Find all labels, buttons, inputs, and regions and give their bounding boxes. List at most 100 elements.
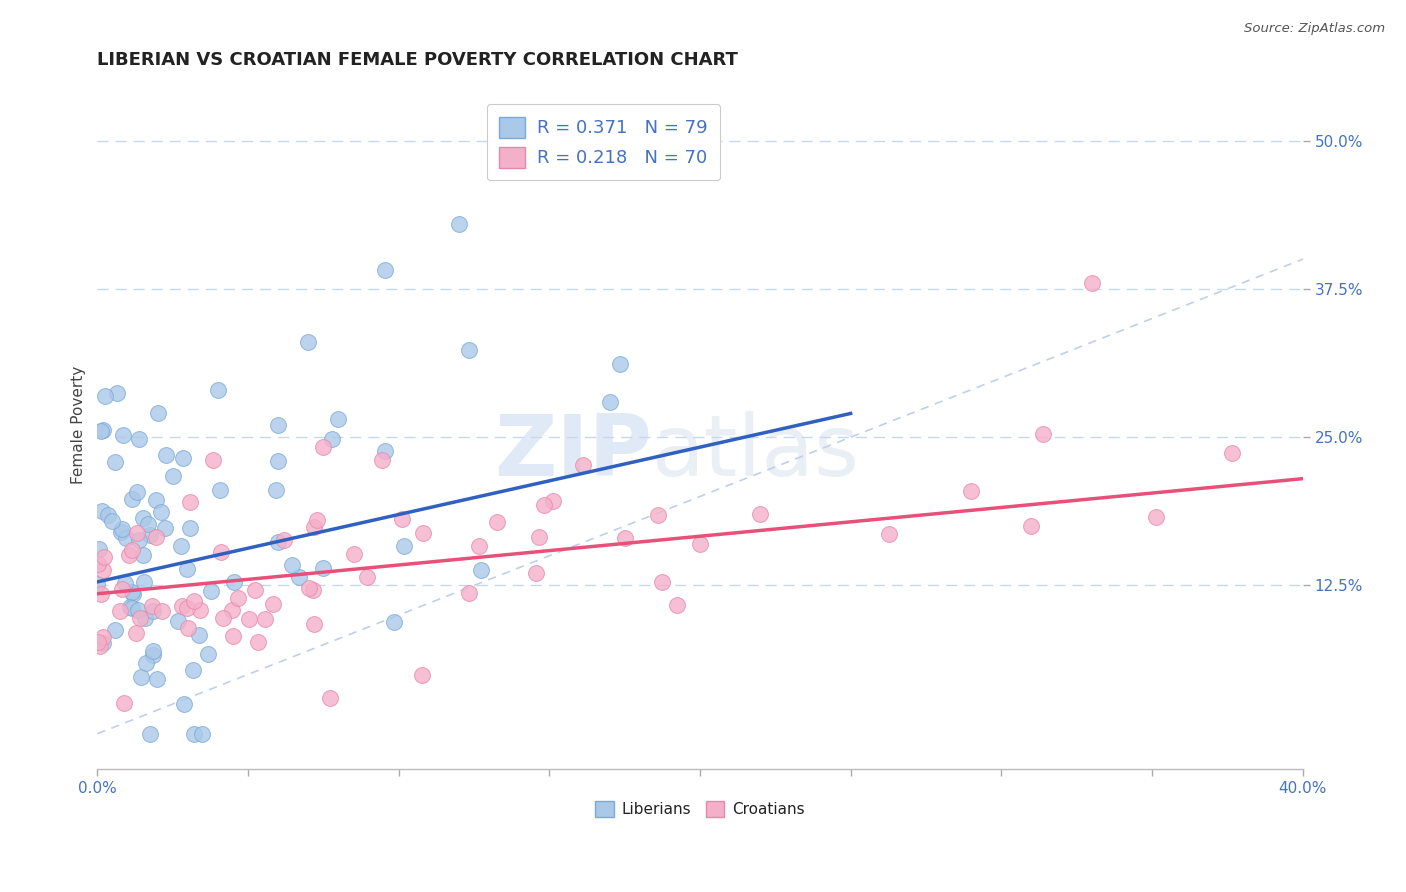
Point [267, 535, 290, 549]
Point [318, 691, 340, 706]
Point [146, 407, 169, 421]
Point [138, 727, 160, 741]
Point [153, 521, 176, 535]
Point [112, 696, 135, 710]
Point [142, 648, 165, 662]
Point [689, 537, 711, 551]
Point [173, 698, 195, 712]
Point [243, 582, 266, 597]
Point [609, 357, 631, 371]
Point [177, 621, 200, 635]
Point [90, 424, 112, 438]
Point [297, 335, 319, 350]
Point [91, 636, 114, 650]
Point [172, 451, 194, 466]
Point [172, 599, 194, 613]
Point [132, 575, 155, 590]
Point [457, 586, 479, 600]
Point [412, 525, 434, 540]
Point [128, 611, 150, 625]
Point [86, 576, 108, 591]
Point [356, 570, 378, 584]
Point [188, 628, 211, 642]
Point [121, 491, 143, 506]
Point [458, 343, 481, 357]
Point [238, 612, 260, 626]
Point [138, 528, 160, 542]
Point [374, 262, 396, 277]
Point [145, 530, 167, 544]
Point [127, 485, 149, 500]
Point [486, 516, 509, 530]
Text: Source: ZipAtlas.com: Source: ZipAtlas.com [1244, 22, 1385, 36]
Point [541, 494, 564, 508]
Point [121, 601, 143, 615]
Text: LIBERIAN VS CROATIAN FEMALE POVERTY CORRELATION CHART: LIBERIAN VS CROATIAN FEMALE POVERTY CORR… [97, 51, 738, 69]
Point [183, 727, 205, 741]
Point [1144, 509, 1167, 524]
Point [247, 635, 270, 649]
Y-axis label: Female Poverty: Female Poverty [72, 367, 86, 484]
Point [666, 598, 689, 612]
Point [183, 593, 205, 607]
Point [179, 521, 201, 535]
Point [91, 562, 114, 576]
Point [312, 561, 335, 575]
Point [468, 539, 491, 553]
Point [197, 647, 219, 661]
Point [307, 513, 329, 527]
Point [110, 524, 132, 539]
Point [651, 574, 673, 589]
Point [209, 544, 232, 558]
Point [121, 543, 143, 558]
Point [533, 498, 555, 512]
Point [111, 522, 134, 536]
Point [527, 530, 550, 544]
Point [411, 667, 433, 681]
Point [447, 217, 470, 231]
Point [89, 542, 111, 557]
Point [470, 563, 492, 577]
Point [167, 614, 190, 628]
Point [128, 533, 150, 547]
Point [208, 483, 231, 497]
Point [142, 644, 165, 658]
Point [1080, 276, 1102, 290]
Point [120, 600, 142, 615]
Point [118, 548, 141, 562]
Point [524, 566, 547, 580]
Point [613, 531, 636, 545]
Point [90, 587, 112, 601]
Point [371, 452, 394, 467]
Point [321, 432, 343, 446]
Point [298, 581, 321, 595]
Point [93, 389, 115, 403]
Point [127, 525, 149, 540]
Point [288, 570, 311, 584]
Point [207, 383, 229, 397]
Point [131, 511, 153, 525]
Point [114, 576, 136, 591]
Point [127, 603, 149, 617]
Point [262, 598, 284, 612]
Point [101, 514, 124, 528]
Point [91, 423, 114, 437]
Point [264, 483, 287, 497]
Point [169, 539, 191, 553]
Point [302, 583, 325, 598]
Point [134, 611, 156, 625]
Point [267, 454, 290, 468]
Point [91, 503, 114, 517]
Point [146, 673, 169, 687]
Point [114, 531, 136, 545]
Point [111, 582, 134, 596]
Point [179, 495, 201, 509]
Point [145, 493, 167, 508]
Point [960, 483, 983, 498]
Point [176, 601, 198, 615]
Point [391, 512, 413, 526]
Point [202, 453, 225, 467]
Point [162, 468, 184, 483]
Point [129, 670, 152, 684]
Point [200, 583, 222, 598]
